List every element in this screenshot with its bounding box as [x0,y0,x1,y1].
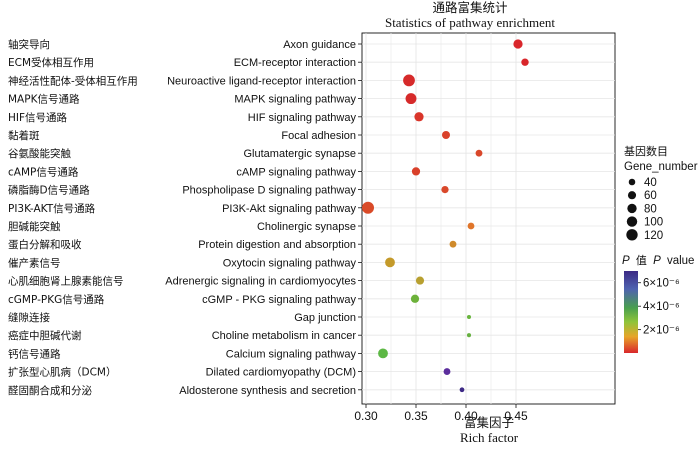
pathway-label: cAMP signaling pathway [236,166,356,178]
pathway-label: Choline metabolism in cancer [212,330,357,342]
pathway-label-cn: 心肌细胞肾上腺素能信号 [8,275,124,288]
pathway-label-cn: 轴突导向 [8,38,50,51]
pathway-label: ECM-receptor interaction [234,57,356,69]
x-axis-title-cn: 富集因子 [464,415,514,430]
color-legend-title: P 值 P value [622,254,694,267]
pathway-label-cn: 黏着斑 [8,129,40,142]
pathway-label-cn: 催产素信号 [8,256,61,269]
data-point [414,112,424,122]
pathway-label: Neuroactive ligand-receptor interaction [167,75,356,87]
size-legend-label: 60 [644,190,657,202]
pathway-label-cn: 癌症中胆碱代谢 [8,329,82,342]
size-legend-label: 120 [644,230,663,242]
data-point [459,387,465,393]
data-point [467,222,475,230]
pathway-label-cn: 神经活性配体-受体相互作用 [8,74,138,87]
x-tick-label: 0.45 [504,409,528,423]
size-legend-label: 100 [644,217,663,229]
data-point [385,257,395,268]
data-point [449,240,457,248]
x-tick-label: 0.35 [404,409,428,423]
data-point [378,348,388,359]
x-axis-ticks: 0.30 0.35 0.40 0.45 [354,404,528,423]
data-point [411,167,421,176]
color-legend-title-p2: P [653,255,661,267]
pathway-label: Axon guidance [283,39,356,51]
pathway-label: Cholinergic synapse [257,221,356,233]
pathway-labels: 轴突导向 Axon guidance ECM受体相互作用 ECM-receptor i… [8,38,356,397]
pathway-label: Oxytocin signaling pathway [223,257,357,269]
pathway-label: Gap junction [294,312,356,324]
color-legend-label: 2×10⁻⁶ [643,325,680,337]
pathway-label: cGMP - PKG signaling pathway [202,294,356,306]
color-legend: P 值 P value 6×10⁻⁶ 4×10⁻⁶ 2×10⁻⁶ [622,254,694,353]
color-legend-label: 6×10⁻⁶ [643,278,680,290]
data-point [521,58,529,66]
color-bar [624,271,638,353]
x-axis-title: Rich factor [460,430,519,445]
pathway-label: Protein digestion and absorption [198,239,356,251]
pathway-label: HIF signaling pathway [248,112,357,124]
size-legend-dot [626,216,638,227]
data-point [362,201,374,214]
color-legend-title-p: P [622,255,630,267]
data-point [410,294,420,303]
data-point [466,333,472,338]
pathway-label: Adrenergic signaling in cardiomyocytes [165,276,356,288]
pathway-label-cn: 谷氨酸能突触 [8,147,71,160]
data-point [405,93,417,105]
pathway-label-cn: 胆碱能突触 [8,220,61,233]
pathway-label-cn: cGMP-PKG信号通路 [8,293,105,306]
color-legend-label: 4×10⁻⁶ [643,301,680,313]
x-tick-label: 0.40 [454,409,478,423]
size-legend-dot [628,178,636,186]
pathway-label-cn: 蛋白分解和吸收 [8,238,82,251]
pathway-label-cn: cAMP信号通路 [8,165,79,178]
color-legend-title-cn: 值 [636,254,647,267]
x-tick-label: 0.30 [354,409,378,423]
pathway-label: Focal adhesion [281,130,356,142]
data-point [441,185,449,194]
data-points [362,39,529,393]
pathway-label: Aldosterone synthesis and secretion [179,385,356,397]
pathway-label-cn: 扩张型心肌病（DCM） [8,366,116,379]
data-point [466,314,472,320]
chart-title: Statistics of pathway enrichment [385,15,555,30]
plot-panel [361,32,616,405]
pathway-label-cn: MAPK信号通路 [8,93,80,106]
pathway-label-cn: HIF信号通路 [8,111,68,124]
size-legend-title-cn: 基因数目 [624,145,668,158]
pathway-label: Glutamatergic synapse [244,148,357,160]
pathway-label: Calcium signaling pathway [226,348,357,360]
data-point [443,368,451,376]
size-legend-dot [627,203,637,214]
size-legend-dot [627,191,637,200]
data-point [403,74,415,87]
data-point [513,39,523,49]
pathway-label: Phospholipase D signaling pathway [182,185,356,197]
pathway-label-cn: 钙信号通路 [8,347,61,360]
pathway-label: MAPK signaling pathway [234,94,356,106]
pathway-label-cn: 磷脂酶D信号通路 [8,184,90,197]
color-legend-title-value: value [667,255,695,267]
pathway-label: Dilated cardiomyopathy (DCM) [206,367,356,379]
pathway-label-cn: 缝隙连接 [8,311,50,324]
pathway-label-cn: PI3K-AKT信号通路 [8,202,96,215]
data-point [442,131,450,139]
size-legend-dot [626,229,638,241]
data-point [475,149,483,157]
chart-title-cn: 通路富集统计 [432,0,507,15]
size-legend-title: Gene_number [624,161,698,173]
pathway-label-cn: ECM受体相互作用 [8,56,94,69]
data-point [415,276,425,285]
pathway-label: PI3K-Akt signaling pathway [222,203,356,215]
pathway-label-cn: 醛固酮合成和分泌 [8,384,92,397]
size-legend-label: 40 [644,177,657,189]
size-legend-label: 80 [644,203,657,215]
